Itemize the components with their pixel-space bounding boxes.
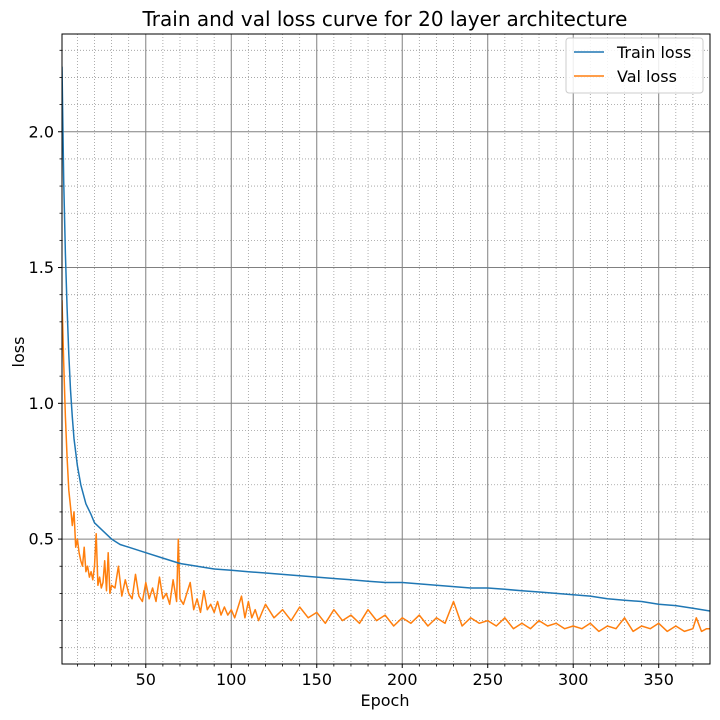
- legend-label-train: Train loss: [616, 43, 691, 62]
- chart-title: Train and val loss curve for 20 layer ar…: [142, 7, 628, 31]
- y-tick-label: 2.0: [29, 122, 54, 141]
- y-axis-title: loss: [9, 337, 28, 368]
- y-tick-label: 1.5: [29, 258, 54, 277]
- series-line-val-loss: [62, 300, 710, 633]
- series-layer: [62, 66, 710, 633]
- ticks-layer: 50 100 150 200 250 300 350 0.5 1.0 1.5 2.0: [29, 49, 694, 689]
- x-tick-label: 50: [136, 670, 156, 689]
- x-tick-label: 350: [643, 670, 674, 689]
- minor-grid: [62, 34, 710, 664]
- legend-label-val: Val loss: [617, 67, 677, 86]
- x-tick-label: 200: [387, 670, 418, 689]
- x-tick-label: 150: [301, 670, 332, 689]
- major-grid: [62, 34, 710, 664]
- y-tick-label: 0.5: [29, 530, 54, 549]
- x-tick-label: 300: [558, 670, 589, 689]
- y-tick-label: 1.0: [29, 394, 54, 413]
- x-tick-label: 100: [216, 670, 247, 689]
- x-tick-label: 250: [472, 670, 503, 689]
- x-axis-title: Epoch: [361, 691, 410, 710]
- series-line-train-loss: [62, 66, 710, 612]
- legend: Train loss Val loss: [565, 37, 704, 94]
